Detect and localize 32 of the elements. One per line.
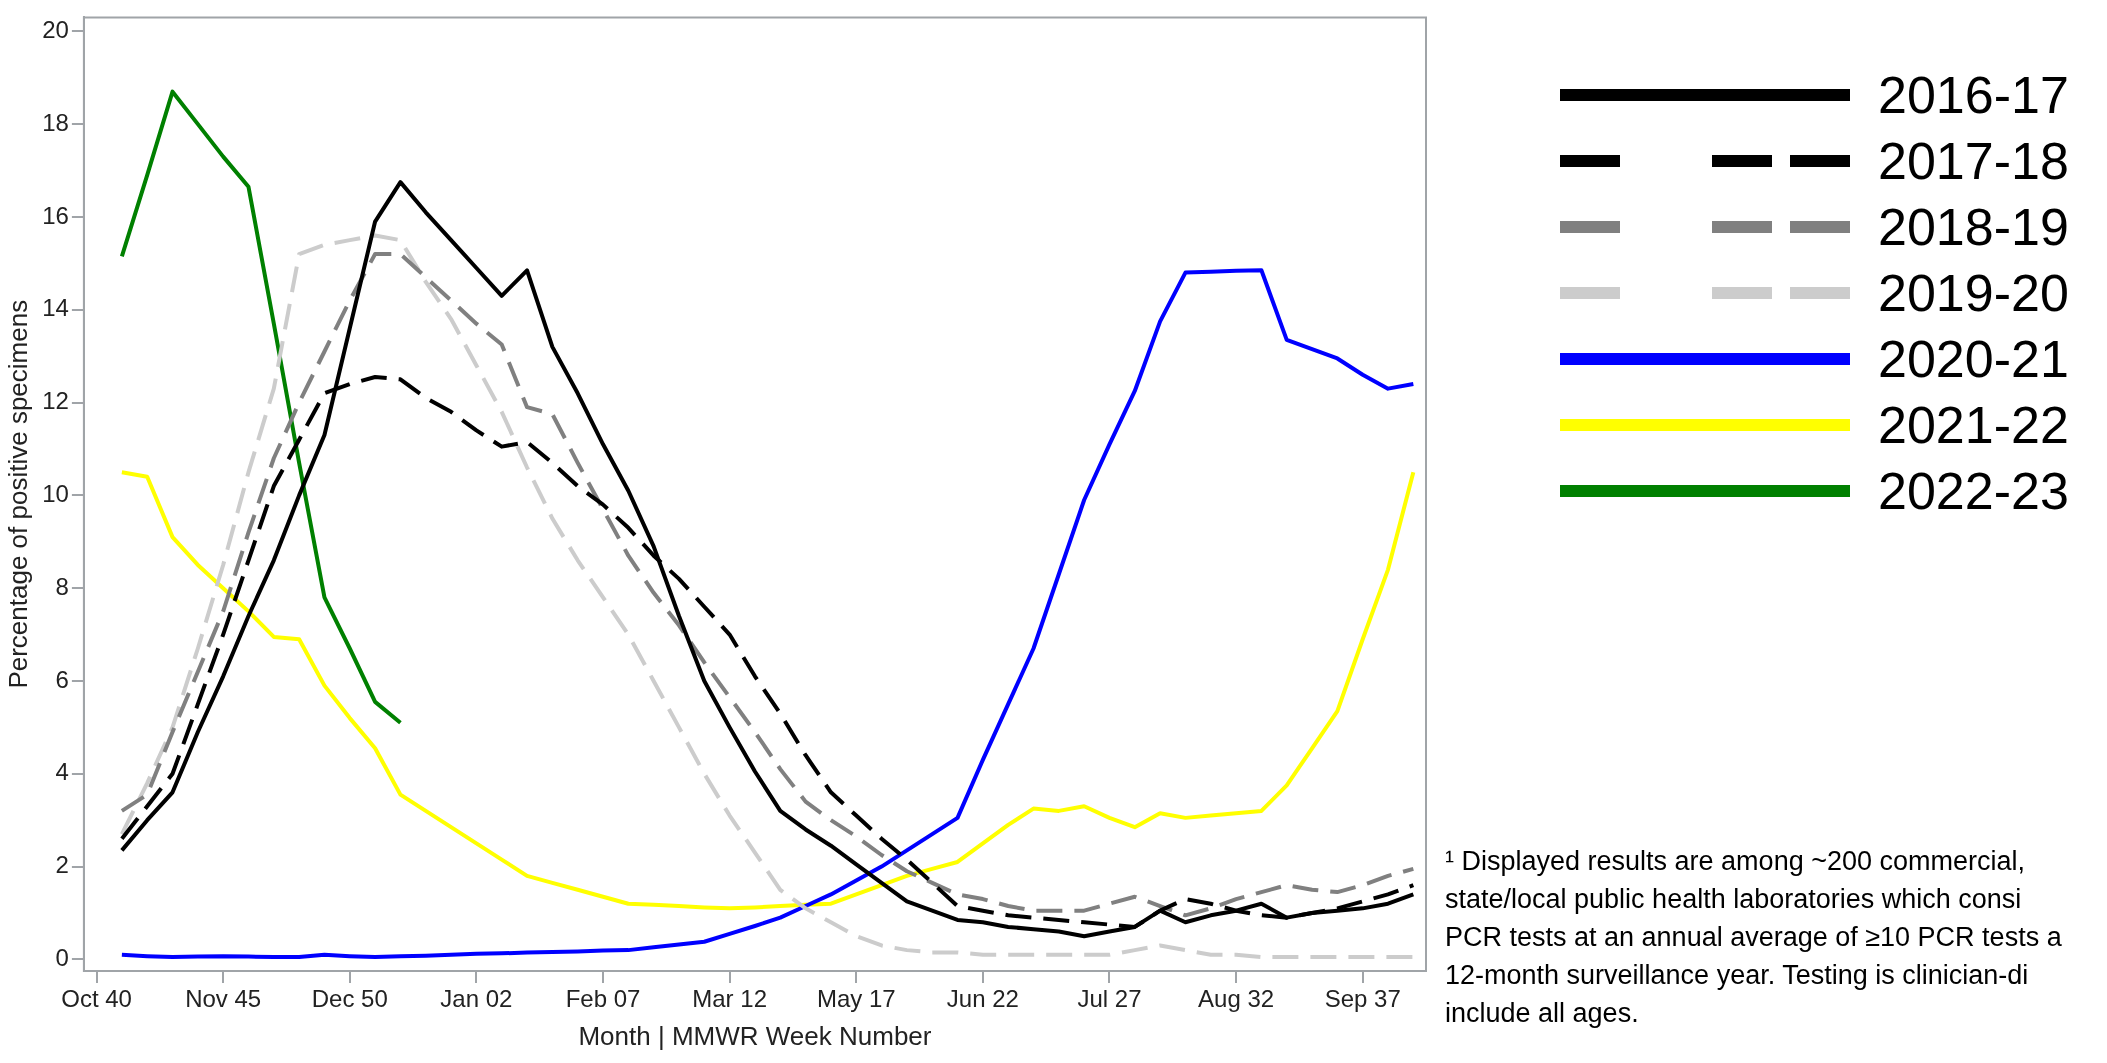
x-tick-label: Mar 12 <box>692 985 767 1013</box>
y-tick-label: 14 <box>42 294 69 322</box>
x-tick-label: Nov 45 <box>185 985 262 1013</box>
legend-label: 2016-17 <box>1878 65 2069 125</box>
x-tick-label: Jun 22 <box>946 985 1019 1013</box>
text: ¹ Displayed results are among ~200 commercial, state/local public health laboratories which consi PCR tests at an annual average of ≥10 PCR tests a 12-month surveillance year. Testing is clinician-di include all ages. <box>1445 845 2062 1030</box>
legend-label: 2017-18 <box>1878 131 2069 191</box>
x-tick-label: Jul 27 <box>1077 985 1142 1013</box>
y-tick-label: 12 <box>42 387 69 415</box>
legend-label: 2021-22 <box>1878 395 2069 455</box>
x-tick-label: Sep 37 <box>1324 985 1401 1013</box>
y-tick-label: 2 <box>55 851 69 879</box>
x-tick-label: Jan 02 <box>440 985 513 1013</box>
x-tick-label: May 17 <box>816 985 896 1013</box>
legend-label: 2022-23 <box>1878 461 2069 521</box>
y-tick-label: 20 <box>42 15 69 43</box>
y-tick-label: 0 <box>55 944 69 972</box>
y-axis-title: Percentage of positive specimens <box>2 299 33 689</box>
y-tick-label: 4 <box>55 758 69 786</box>
x-tick-label: Aug 32 <box>1198 985 1275 1013</box>
y-tick-label: 18 <box>42 108 69 136</box>
legend-label: 2019-20 <box>1878 263 2069 323</box>
legend-label: 2018-19 <box>1878 197 2069 257</box>
y-tick-label: 10 <box>42 479 69 507</box>
legend-label: 2020-21 <box>1878 329 2069 389</box>
x-tick-label: Feb 07 <box>565 985 641 1013</box>
x-tick-label: Dec 50 <box>311 985 388 1013</box>
y-tick-label: 6 <box>55 665 69 693</box>
x-axis-title: Month | MMWR Week Number <box>578 1020 932 1051</box>
x-tick-label: Oct 40 <box>61 985 132 1013</box>
y-tick-label: 8 <box>55 572 69 600</box>
y-tick-label: 16 <box>42 201 69 229</box>
